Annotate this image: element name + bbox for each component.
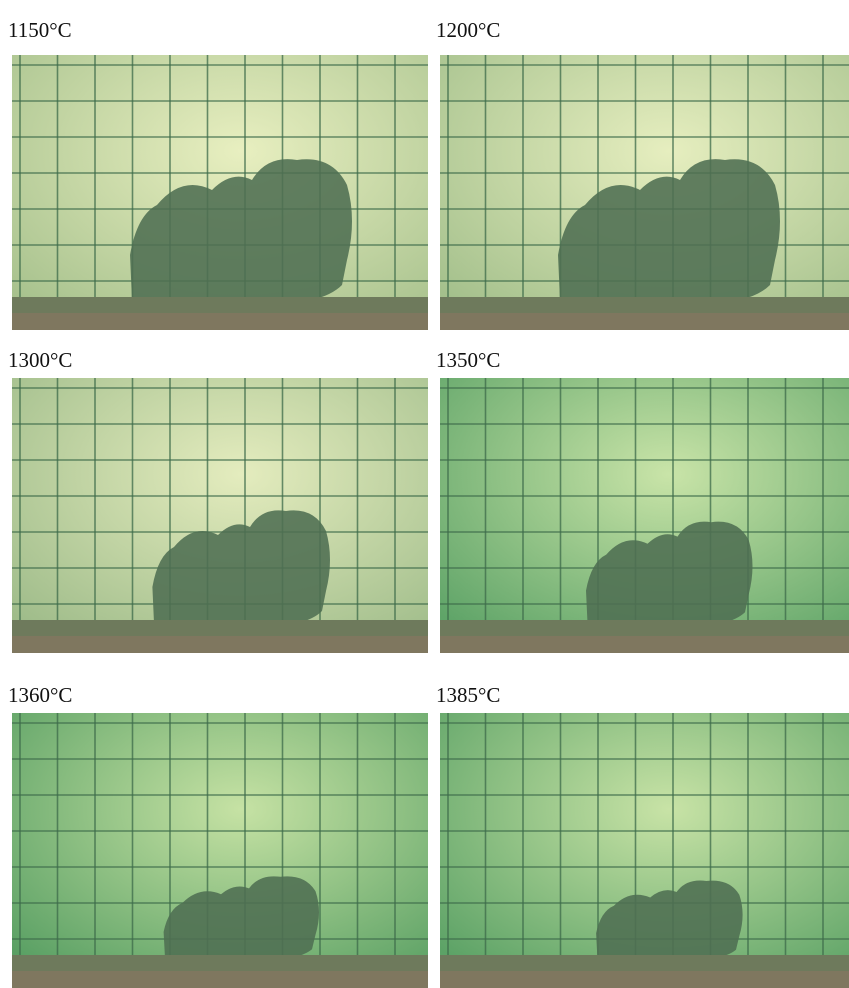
temperature-label: 1385°C <box>436 683 500 708</box>
photo <box>440 55 849 330</box>
photo <box>12 713 428 988</box>
temperature-label: 1360°C <box>8 683 72 708</box>
temperature-label: 1300°C <box>8 348 72 373</box>
photo <box>440 713 849 988</box>
photo <box>12 55 428 330</box>
temperature-label: 1350°C <box>436 348 500 373</box>
photo <box>440 378 849 653</box>
temperature-label: 1150°C <box>8 18 72 43</box>
temperature-label: 1200°C <box>436 18 500 43</box>
figure: 1150°C 1200°C 1300°C 1350°C 1360°C 1385°C <box>0 0 849 988</box>
photo <box>12 378 428 653</box>
